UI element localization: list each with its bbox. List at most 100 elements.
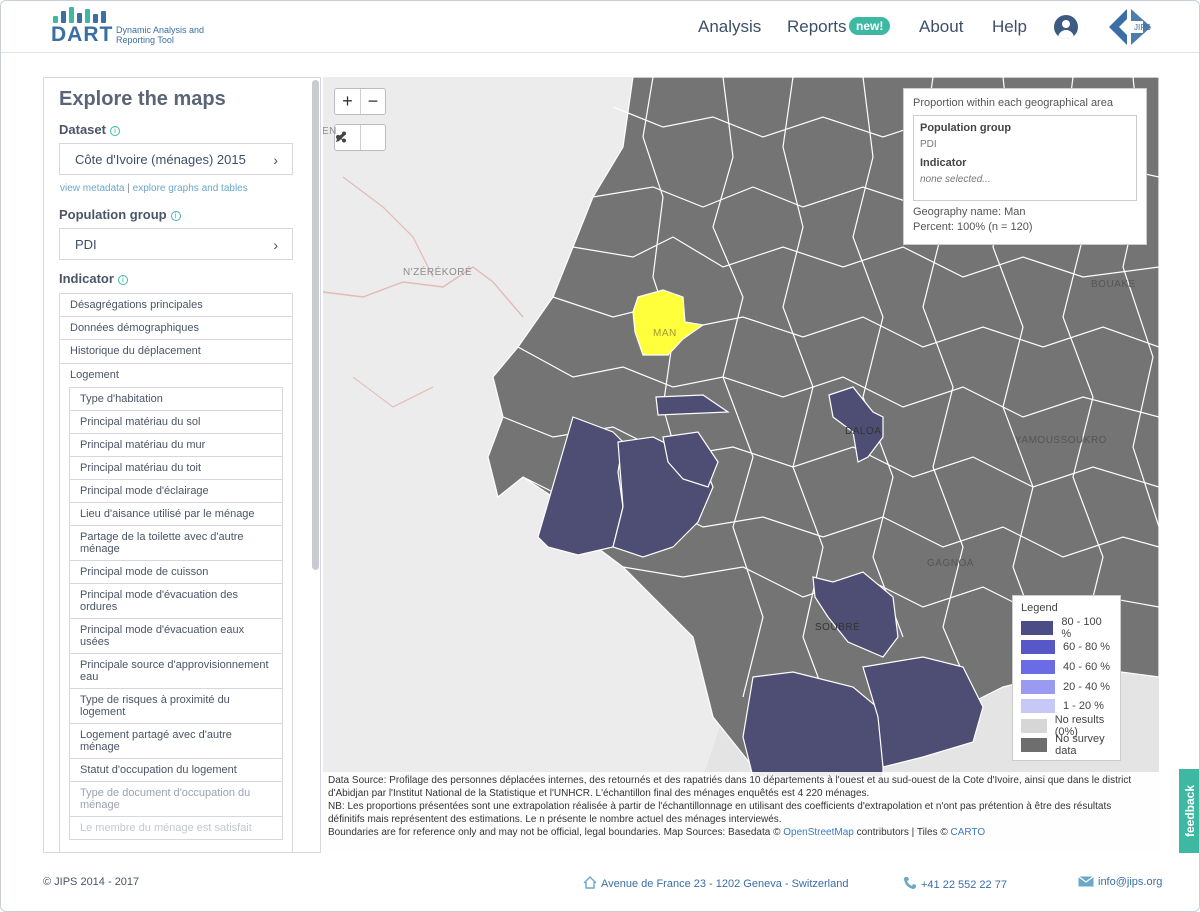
place-label: BOUAKE	[1091, 279, 1136, 290]
indicator-category-open[interactable]: Logement	[59, 363, 293, 852]
indicator-item[interactable]: Type de risques à proximité du logement	[69, 689, 283, 724]
reports-new-badge: new!	[849, 17, 891, 35]
legend-label: 60 - 80 %	[1063, 641, 1111, 654]
zoom-control: + −	[334, 88, 386, 115]
indicator-item[interactable]: Principale source d'approvisionnement ea…	[69, 654, 283, 689]
nav-about[interactable]: About	[919, 17, 964, 36]
map-legend: Legend 80 - 100 % 60 - 80 % 40 - 60 % 20 - …	[1012, 595, 1121, 761]
source-line: définitifs mais représentent des estimat…	[328, 814, 782, 825]
indicator-item[interactable]: Statut d'occupation du logement	[69, 759, 283, 782]
carto-link[interactable]: CARTO	[950, 827, 986, 838]
phone-icon	[903, 876, 917, 893]
indicator-item[interactable]: Principal matériau du sol	[69, 411, 283, 434]
indicator-item[interactable]: Type de document d'occupation du ménage	[69, 782, 283, 817]
indicator-item[interactable]: Principal matériau du toit	[69, 457, 283, 480]
indicator-item[interactable]: Principal mode d'éclairage	[69, 480, 283, 503]
info-indicator-value: none selected...	[920, 174, 991, 185]
logo-word: DART	[51, 23, 114, 46]
explore-graphs-link[interactable]: explore graphs and tables	[132, 183, 248, 194]
info-percent: Percent: 100% (n = 120)	[913, 221, 1033, 233]
indicator-item[interactable]: Principal mode d'évacuation des ordures	[69, 584, 283, 619]
dataset-links: view metadata | explore graphs and table…	[60, 183, 248, 194]
dart-logo[interactable]: DART Dynamic Analysis and Reporting Tool	[51, 7, 221, 47]
nav-analysis[interactable]: Analysis	[698, 17, 762, 36]
indicator-category[interactable]: Désagrégations principales	[59, 293, 293, 317]
page-footer: © JIPS 2014 - 2017 Avenue de France 23 -…	[1, 863, 1199, 903]
info-population-value: PDI	[920, 139, 937, 150]
share-icon[interactable]	[336, 125, 385, 150]
indicator-item[interactable]: Le membre du ménage est satisfait	[69, 817, 283, 840]
legend-row: 20 - 40 %	[1021, 677, 1112, 697]
selected-region-man[interactable]	[632, 289, 705, 356]
map-source-notes: Data Source: Profilage des personnes dép…	[323, 772, 1159, 853]
legend-swatch	[1021, 620, 1054, 635]
source-line: Data Source: Profilage des personnes dép…	[328, 775, 1132, 786]
sidebar-scrollbar[interactable]	[312, 80, 319, 570]
jips-logo-text: JIPS	[1134, 23, 1151, 32]
legend-swatch	[1021, 699, 1055, 714]
nav-reports[interactable]: Reports	[787, 17, 847, 36]
openstreetmap-link[interactable]: OpenStreetMap	[783, 827, 854, 838]
info-icon[interactable]: i	[170, 211, 181, 221]
attribution-line: Boundaries are for reference only and ma…	[328, 827, 986, 838]
pencil-edit-icon[interactable]	[335, 125, 360, 150]
indicator-item[interactable]: Lieu d'aisance utilisé par le ménage	[69, 503, 283, 526]
legend-label: No survey data	[1055, 733, 1105, 758]
legend-label: 40 - 60 %	[1063, 660, 1111, 673]
logement-indicator-list: Type d'habitation Principal matériau du …	[69, 387, 283, 840]
indicator-item[interactable]: Principal mode d'évacuation eaux usées	[69, 619, 283, 654]
legend-swatch	[1021, 679, 1055, 694]
top-navigation-bar: DART Dynamic Analysis and Reporting Tool…	[1, 1, 1199, 53]
jips-logo-icon[interactable]: JIPS	[1107, 7, 1153, 47]
place-label: N'ZÉRÉKORÉ	[403, 267, 473, 278]
copyright-text: © JIPS 2014 - 2017	[43, 876, 140, 888]
choropleth-map[interactable]: + − EN N'ZÉRÉKORÉ MAN DALOA YAMOUSSOUKRO…	[323, 77, 1159, 853]
indicator-item[interactable]: Type d'habitation	[69, 387, 283, 411]
view-metadata-link[interactable]: view metadata	[60, 183, 125, 194]
population-group-select[interactable]: PDI ›	[59, 228, 293, 260]
indicator-category[interactable]: Données démographiques	[59, 316, 293, 340]
zoom-in-button[interactable]: +	[342, 91, 353, 111]
indicator-item[interactable]: Logement partagé avec d'autre ménage	[69, 724, 283, 759]
zoom-out-button[interactable]: −	[360, 89, 385, 114]
info-icon[interactable]: i	[109, 126, 120, 136]
source-line: NB: Les proportions présentées sont une …	[328, 801, 1112, 812]
legend-label: 20 - 40 %	[1063, 680, 1111, 693]
legend-label: 1 - 20 %	[1063, 700, 1104, 713]
place-label: GAGNOA	[927, 558, 974, 569]
place-label: SOUBRÉ	[815, 622, 861, 633]
info-indicator-key: Indicator	[920, 157, 967, 169]
nav-help[interactable]: Help	[992, 17, 1027, 36]
mail-icon	[1078, 876, 1094, 890]
legend-row: 80 - 100 %	[1021, 616, 1112, 640]
legend-row: 40 - 60 %	[1021, 657, 1112, 677]
place-label: EN	[323, 126, 337, 137]
map-tools-control	[334, 124, 386, 151]
link-separator: |	[127, 183, 130, 194]
indicator-item[interactable]: Partage de la toilette avec d'autre ména…	[69, 526, 283, 561]
feedback-tab[interactable]: feedback	[1179, 769, 1199, 853]
dataset-select[interactable]: Côte d'Ivoire (ménages) 2015 ›	[59, 143, 293, 175]
email-text[interactable]: info@jips.org	[1078, 876, 1162, 890]
dataset-value: Côte d'Ivoire (ménages) 2015	[75, 152, 246, 167]
legend-label: No results (0%)	[1054, 713, 1105, 738]
logo-bars-icon	[53, 7, 113, 23]
indicator-item[interactable]: Principal mode de cuisson	[69, 561, 283, 584]
user-account-icon[interactable]	[1054, 15, 1078, 39]
indicator-item[interactable]: Principal matériau du mur	[69, 434, 283, 457]
phone-text[interactable]: +41 22 552 22 77	[903, 876, 1007, 893]
legend-row: No results (0%)	[1021, 713, 1112, 738]
legend-row: 1 - 20 %	[1021, 696, 1112, 716]
legend-swatch	[1021, 659, 1055, 674]
legend-row: 60 - 80 %	[1021, 638, 1112, 658]
place-label: DALOA	[845, 426, 882, 437]
address-text: Avenue de France 23 - 1202 Geneva - Swit…	[583, 876, 848, 892]
legend-rows: 80 - 100 % 60 - 80 % 40 - 60 % 20 - 40 % 1 -…	[1021, 616, 1112, 758]
source-line: d'Abidjan par l'Institut National de la …	[328, 788, 870, 799]
map-info-panel: Proportion within each geographical area…	[903, 88, 1147, 245]
indicator-category[interactable]: Historique du déplacement	[59, 340, 293, 364]
legend-swatch	[1021, 738, 1048, 753]
legend-title: Legend	[1021, 602, 1058, 614]
info-icon[interactable]: i	[117, 275, 128, 285]
